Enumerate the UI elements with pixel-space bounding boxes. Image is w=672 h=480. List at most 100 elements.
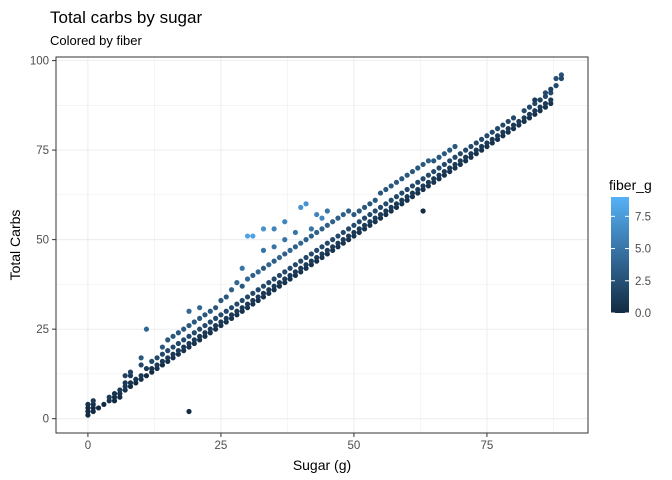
scatter-point (361, 222, 368, 228)
scatter-point (372, 197, 378, 203)
scatter-point (207, 326, 213, 332)
scatter-point (111, 391, 118, 397)
scatter-point (372, 219, 378, 225)
scatter-point (420, 186, 426, 193)
scatter-point (537, 97, 543, 103)
scatter-point (244, 294, 251, 300)
scatter-point (303, 262, 309, 268)
scatter-point (420, 176, 426, 182)
scatter-point (223, 315, 229, 322)
scatter-point (532, 111, 538, 117)
scatter-point (191, 319, 197, 325)
scatter-point (399, 201, 405, 207)
scatter-point (494, 133, 501, 139)
scatter-point (393, 201, 400, 207)
scatter-point (298, 204, 304, 210)
scatter-point (351, 229, 357, 236)
scatter-point (399, 176, 405, 182)
legend-tick-label: 5.0 (635, 244, 651, 256)
scatter-point (223, 319, 229, 325)
scatter-point (494, 126, 501, 132)
scatter-point (276, 272, 283, 279)
scatter-point (271, 244, 277, 250)
scatter-point (255, 269, 261, 275)
y-tick-label: 50 (36, 235, 49, 247)
scatter-point (388, 183, 394, 189)
scatter-point (484, 143, 490, 150)
scatter-point (159, 344, 165, 350)
legend-tick-label: 7.5 (635, 211, 651, 223)
scatter-point (149, 358, 155, 364)
scatter-point (239, 305, 245, 311)
scatter-point (500, 122, 506, 128)
scatter-point (197, 305, 203, 311)
scatter-point (553, 83, 559, 89)
scatter-point (452, 165, 458, 171)
scatter-point (510, 126, 517, 132)
scatter-point (276, 254, 283, 261)
scatter-point (287, 265, 293, 271)
scatter-point (351, 222, 357, 228)
scatter-point (85, 408, 91, 415)
x-tick-label: 0 (85, 440, 91, 452)
scatter-point (228, 305, 235, 311)
scatter-point (399, 190, 405, 196)
scatter-point (90, 398, 96, 404)
scatter-point (393, 204, 400, 210)
scatter-point (133, 376, 139, 382)
scatter-point (463, 147, 469, 153)
scatter-point (340, 237, 346, 243)
scatter-point (367, 201, 373, 207)
scatter-point (489, 136, 495, 142)
scatter-point (175, 351, 181, 357)
y-tick-label: 100 (30, 56, 49, 68)
scatter-point (415, 186, 421, 193)
scatter-point (181, 348, 187, 354)
scatter-point (335, 233, 341, 239)
scatter-point (271, 276, 277, 282)
scatter-point (85, 412, 91, 418)
scatter-point (356, 219, 362, 225)
scatter-point (532, 97, 538, 103)
scatter-point (479, 136, 485, 142)
scatter-point (154, 355, 160, 361)
scatter-point (505, 118, 511, 125)
scatter-point (149, 369, 155, 375)
legend-tick-label: 0.0 (635, 308, 651, 320)
scatter-point (510, 115, 517, 121)
scatter-point (234, 280, 240, 286)
scatter-points (85, 72, 565, 418)
scatter-point (441, 161, 447, 168)
scatter-point (356, 229, 362, 236)
scatter-point (271, 258, 277, 264)
scatter-point (127, 369, 134, 375)
scatter-point (202, 330, 208, 336)
scatter-point (383, 208, 389, 214)
scatter-point (473, 147, 479, 153)
scatter-point (111, 394, 118, 400)
scatter-point (191, 330, 197, 336)
scatter-point (260, 283, 267, 289)
scatter-point (324, 251, 330, 257)
scatter-point (404, 197, 410, 203)
scatter-point (308, 226, 314, 232)
scatter-point (186, 344, 192, 350)
scatter-point (489, 140, 495, 146)
scatter-point (239, 308, 245, 314)
scatter-point (234, 301, 240, 307)
scatter-point (197, 326, 203, 332)
scatter-point (223, 308, 229, 314)
scatter-point (526, 115, 533, 121)
x-axis: 0 25 50 75 (85, 433, 493, 452)
scatter-point (287, 276, 293, 282)
scatter-point (170, 333, 176, 339)
scatter-point (473, 140, 479, 146)
scatter-point (266, 287, 272, 293)
scatter-point (314, 254, 320, 261)
scatter-point (404, 186, 410, 193)
scatter-point (308, 258, 314, 264)
scatter-point (122, 373, 128, 379)
scatter-point (484, 140, 490, 146)
scatter-point (516, 118, 522, 125)
scatter-point (138, 373, 144, 379)
